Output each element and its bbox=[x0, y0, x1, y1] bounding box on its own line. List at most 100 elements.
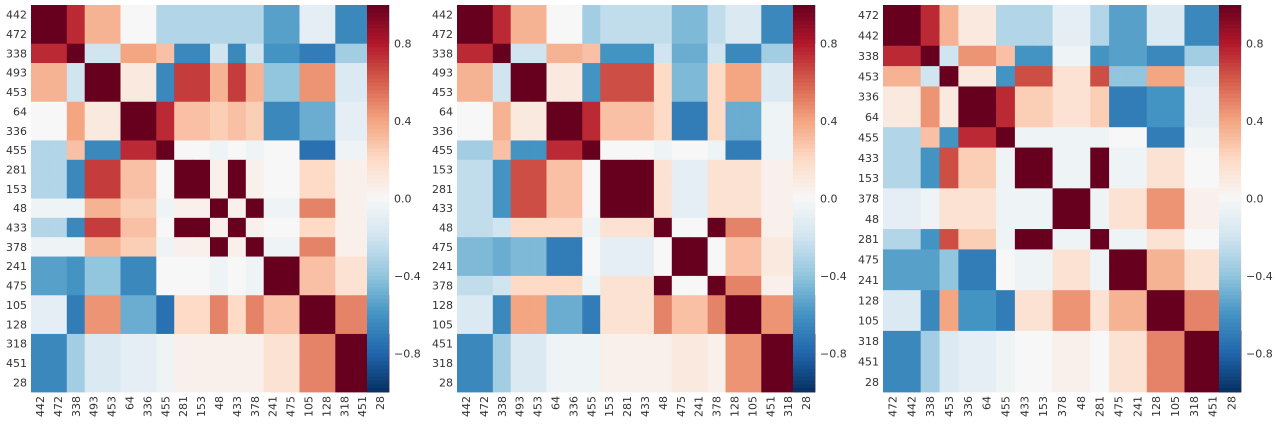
y-tick-label: 318 bbox=[6, 338, 27, 351]
heatmap-cell bbox=[743, 237, 762, 257]
heatmap-cell bbox=[671, 5, 691, 25]
heatmap-cell bbox=[120, 24, 139, 45]
heatmap-cell bbox=[1165, 310, 1185, 332]
colorbar-segment bbox=[1219, 283, 1241, 288]
x-tick-label: 433 bbox=[231, 396, 244, 417]
heatmap-cell bbox=[31, 256, 50, 277]
colorbar-segment bbox=[367, 241, 389, 246]
heatmap-cell bbox=[1033, 5, 1053, 26]
heatmap-cell bbox=[1014, 188, 1035, 210]
colorbar-segment bbox=[367, 275, 389, 281]
heatmap-cell bbox=[564, 140, 583, 161]
heatmap-cell bbox=[725, 5, 744, 25]
x-tick-label: 338 bbox=[924, 396, 937, 417]
heatmap-cell bbox=[636, 314, 655, 335]
heatmap-cell bbox=[761, 372, 780, 393]
heatmap-cell bbox=[582, 82, 601, 103]
heatmap-cell bbox=[317, 159, 336, 180]
heatmap-cell bbox=[227, 43, 247, 64]
x-tick-label: 128 bbox=[320, 396, 333, 417]
heatmap-cell bbox=[1184, 106, 1204, 128]
heatmap-cell bbox=[564, 63, 583, 83]
heatmap-cell bbox=[761, 314, 780, 335]
heatmap-cell bbox=[977, 127, 997, 148]
heatmap-cell bbox=[600, 159, 619, 180]
colorbar-segment bbox=[1219, 117, 1241, 122]
heatmap-cell bbox=[102, 43, 121, 64]
heatmap-cell bbox=[883, 86, 903, 108]
heatmap-cell bbox=[883, 5, 903, 26]
heatmap-cell bbox=[958, 66, 978, 87]
heatmap-cell bbox=[939, 371, 959, 393]
heatmap-cell bbox=[761, 24, 780, 45]
heatmap-cell bbox=[84, 275, 103, 296]
heatmap-cell bbox=[1165, 351, 1185, 373]
heatmap-cell bbox=[317, 237, 336, 257]
colorbar-segment bbox=[793, 35, 815, 41]
heatmap-cell bbox=[618, 314, 637, 335]
heatmap-cell bbox=[958, 188, 978, 210]
heatmap-cell bbox=[48, 198, 68, 219]
colorbar-segment bbox=[1219, 94, 1241, 99]
colorbar-segment bbox=[793, 322, 815, 327]
heatmap-cell bbox=[1165, 147, 1185, 169]
colorbar-segment bbox=[1219, 302, 1241, 308]
colorbar-segment bbox=[1219, 272, 1241, 277]
heatmap-cell bbox=[192, 179, 211, 199]
colorbar-segment bbox=[1219, 186, 1241, 192]
heatmap-cell bbox=[1146, 229, 1167, 250]
heatmap-cell bbox=[707, 217, 726, 238]
heatmap-cell bbox=[958, 229, 978, 250]
colorbar-segment bbox=[793, 388, 815, 393]
heatmap-cell bbox=[120, 121, 139, 141]
heatmap-cell bbox=[192, 43, 211, 64]
heatmap-cell bbox=[317, 314, 336, 335]
heatmap-cell bbox=[636, 101, 655, 122]
heatmap-cell bbox=[31, 5, 50, 25]
colorbar-segment bbox=[367, 244, 389, 250]
heatmap-cell bbox=[174, 237, 193, 257]
heatmap-cell bbox=[48, 256, 68, 277]
colorbar-segment bbox=[367, 287, 389, 292]
heatmap-cell bbox=[761, 101, 780, 122]
x-tick-label: 28 bbox=[374, 396, 387, 410]
heatmap-cell bbox=[1090, 5, 1110, 26]
heatmap-cell bbox=[743, 333, 762, 354]
y-tick-label: 281 bbox=[6, 163, 27, 176]
heatmap-cell bbox=[725, 121, 744, 141]
heatmap-cell bbox=[743, 43, 762, 64]
heatmap-cell bbox=[174, 353, 193, 374]
y-tick-label: 472 bbox=[858, 9, 879, 22]
heatmap-cell bbox=[31, 275, 50, 296]
heatmap-cell bbox=[653, 140, 673, 161]
heatmap-cell bbox=[707, 43, 726, 64]
heatmap-cell bbox=[707, 82, 726, 103]
heatmap-cell bbox=[353, 5, 372, 25]
heatmap-cell bbox=[120, 82, 139, 103]
heatmap-cell bbox=[1165, 290, 1185, 311]
heatmap-cell bbox=[1090, 330, 1110, 352]
heatmap-cell bbox=[618, 237, 637, 257]
heatmap-cell bbox=[564, 159, 583, 180]
heatmap-cell bbox=[1165, 208, 1185, 230]
heatmap-cell bbox=[653, 121, 673, 141]
heatmap-cell bbox=[689, 275, 708, 296]
heatmap-cell bbox=[920, 45, 940, 67]
heatmap-cell bbox=[48, 314, 68, 335]
heatmap-cell bbox=[707, 63, 726, 83]
colorbar-segment bbox=[793, 361, 815, 366]
heatmap-cell bbox=[31, 314, 50, 335]
colorbar-segment bbox=[793, 353, 815, 358]
heatmap-cell bbox=[210, 372, 229, 393]
heatmap-cell bbox=[492, 5, 512, 25]
heatmap-cell bbox=[1014, 269, 1035, 291]
heatmap-cell bbox=[528, 121, 547, 141]
heatmap-cell bbox=[1146, 330, 1167, 352]
heatmap-cell bbox=[707, 314, 726, 335]
heatmap-cell bbox=[546, 372, 565, 393]
heatmap-cell bbox=[636, 237, 655, 257]
heatmap-cell bbox=[317, 43, 336, 64]
heatmap-cell bbox=[1090, 147, 1110, 169]
heatmap-cell bbox=[883, 147, 903, 169]
